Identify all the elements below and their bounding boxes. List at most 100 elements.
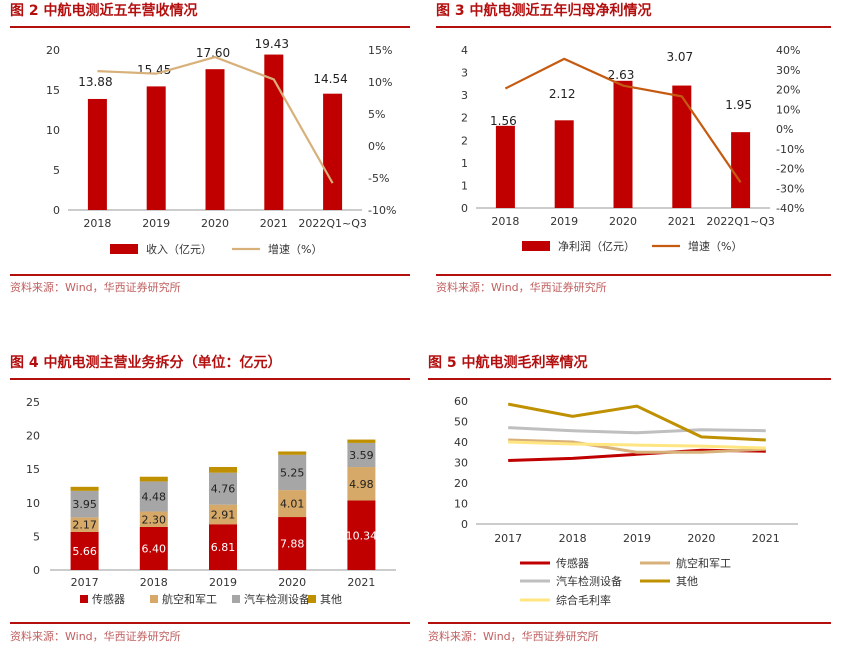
segment-value-label: 10.34 <box>346 529 378 542</box>
chart-business-split: 图 4 中航电测主营业务拆分（单位：亿元） 0 5 10 15 20 25 5.66 2.17… <box>10 352 410 647</box>
legend-swatch <box>80 595 88 603</box>
stack-segment <box>347 439 376 443</box>
chart-title: 图 2 中航电测近五年营收情况 <box>10 3 198 19</box>
chart-title: 图 3 中航电测近五年归母净利情况 <box>436 3 652 19</box>
x-tick-label: 2020 <box>201 217 229 230</box>
stack-segment <box>209 472 237 505</box>
stack-segment <box>139 476 168 482</box>
bar-value-label: 1.56 <box>490 114 517 128</box>
bar <box>613 80 633 208</box>
bar <box>87 98 107 210</box>
bar <box>146 86 166 210</box>
y-right-tick-label: 0% <box>776 123 793 136</box>
stack-segment <box>70 486 99 491</box>
x-tick-label: 2021 <box>668 215 696 228</box>
x-tick-label: 2019 <box>209 576 237 589</box>
legend-label: 汽车检测设备 <box>244 592 310 606</box>
y-right-tick-label: 20% <box>776 84 800 97</box>
y-right-tick-label: 10% <box>776 103 800 116</box>
y-right-tick-label: 10% <box>368 76 392 89</box>
bar <box>205 69 225 210</box>
y-tick-label: 0 <box>33 564 40 577</box>
bar-value-label: 13.88 <box>78 75 112 89</box>
chart-gross-margin: 图 5 中航电测毛利率情况 0 10 20 30 40 50 60 2017 2018 2019 2… <box>428 352 831 647</box>
stack-segment <box>347 442 376 468</box>
y-right-tick-label: -10% <box>368 204 396 217</box>
stack-segment <box>70 490 99 518</box>
y-tick-label: 0 <box>461 518 468 531</box>
segment-value-label: 5.25 <box>280 466 305 479</box>
source-divider <box>10 622 410 624</box>
segment-value-label: 2.91 <box>211 508 236 521</box>
y-right-tick-label: 30% <box>776 64 800 77</box>
segment-value-label: 4.76 <box>211 483 236 496</box>
bar-value-label: 2.12 <box>549 87 576 101</box>
legend-swatch <box>150 595 158 603</box>
growth-line <box>97 55 334 184</box>
bar-value-label: 14.54 <box>313 72 347 86</box>
x-tick-label: 2019 <box>142 217 170 230</box>
x-tick-label: 2017 <box>494 532 522 545</box>
chart-revenue: 图 2 中航电测近五年营收情况 0 5 10 15 20 -10% -5% 0% 5% 10% 15… <box>10 0 410 300</box>
business-split-svg: 0 5 10 15 20 25 5.66 2.17 3.95 2017 6.40 2.30 4.48 20… <box>26 396 396 606</box>
x-tick-label: 2018 <box>140 576 168 589</box>
legend-label: 其他 <box>320 593 342 606</box>
y-left-tick-label: 20 <box>46 44 60 57</box>
x-tick-label: 2020 <box>278 576 306 589</box>
y-left-tick-label: 1 <box>461 179 468 192</box>
bar-value-label: 19.43 <box>255 37 289 51</box>
source-note: 资料来源：Wind，华西证券研究所 <box>10 630 181 643</box>
y-right-tick-label: -5% <box>368 172 389 185</box>
y-tick-label: 10 <box>454 498 468 511</box>
y-right-tick-label: 5% <box>368 108 385 121</box>
stack-segment <box>278 517 307 570</box>
stack-segment <box>278 490 307 518</box>
title-divider <box>436 26 831 28</box>
x-tick-label: 2018 <box>559 532 587 545</box>
segment-value-label: 4.48 <box>142 490 167 503</box>
bar-value-label: 2.63 <box>608 68 635 82</box>
stack-segment <box>209 466 237 473</box>
source-divider <box>428 622 831 624</box>
legend-swatch <box>232 595 240 603</box>
stack-segment <box>347 500 376 570</box>
source-divider <box>436 274 831 276</box>
x-tick-label: 2020 <box>609 215 637 228</box>
x-tick-label: 2017 <box>71 576 99 589</box>
stack-segment <box>139 481 168 512</box>
chart-title: 图 5 中航电测毛利率情况 <box>428 355 588 371</box>
segment-value-label: 3.95 <box>72 498 97 511</box>
segment-value-label: 4.98 <box>349 478 374 491</box>
y-left-tick-label: 2 <box>461 134 468 147</box>
y-left-tick-label: 3 <box>461 67 468 80</box>
y-left-tick-label: 1 <box>461 157 468 170</box>
source-note: 资料来源：Wind，华西证券研究所 <box>10 281 181 294</box>
x-tick-label: 2018 <box>491 215 519 228</box>
title-divider <box>428 378 831 380</box>
y-left-tick-label: 4 <box>461 44 468 57</box>
stack-segment <box>347 467 376 501</box>
x-tick-label: 2021 <box>752 532 780 545</box>
x-tick-label: 2019 <box>623 532 651 545</box>
stack-segment <box>70 517 99 532</box>
bar-value-label: 1.95 <box>725 98 752 112</box>
legend-label: 航空和军工 <box>162 592 217 606</box>
y-right-tick-label: -10% <box>776 143 804 156</box>
x-tick-label: 2021 <box>347 576 375 589</box>
stack-segment <box>278 451 307 455</box>
stack-segment <box>278 454 307 491</box>
bar <box>264 54 284 210</box>
y-tick-label: 20 <box>454 477 468 490</box>
legend-label: 传感器 <box>556 557 589 570</box>
legend-label: 增速（%） <box>688 239 742 253</box>
growth-line <box>504 57 742 183</box>
bar <box>495 125 515 208</box>
series-line <box>508 438 766 454</box>
net-profit-svg: 0 1 1 2 2 3 3 4 -40% -30% -20% -10% 0% 10% 20% 30% 40% 1.… <box>461 44 804 253</box>
x-tick-label: 2020 <box>687 532 715 545</box>
bar <box>554 120 574 208</box>
segment-value-label: 6.40 <box>142 542 167 555</box>
y-right-tick-label: 0% <box>368 140 385 153</box>
bar <box>323 93 343 210</box>
y-tick-label: 50 <box>454 416 468 429</box>
